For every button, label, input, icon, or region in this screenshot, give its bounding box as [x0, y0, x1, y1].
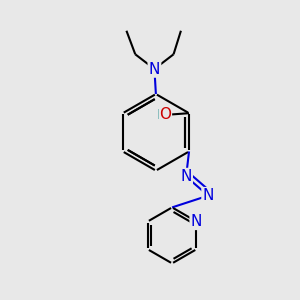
- Text: H: H: [157, 108, 167, 122]
- Text: O: O: [159, 107, 171, 122]
- Text: N: N: [180, 169, 192, 184]
- Text: N: N: [149, 61, 160, 76]
- Text: N: N: [202, 188, 214, 203]
- Text: N: N: [190, 214, 202, 229]
